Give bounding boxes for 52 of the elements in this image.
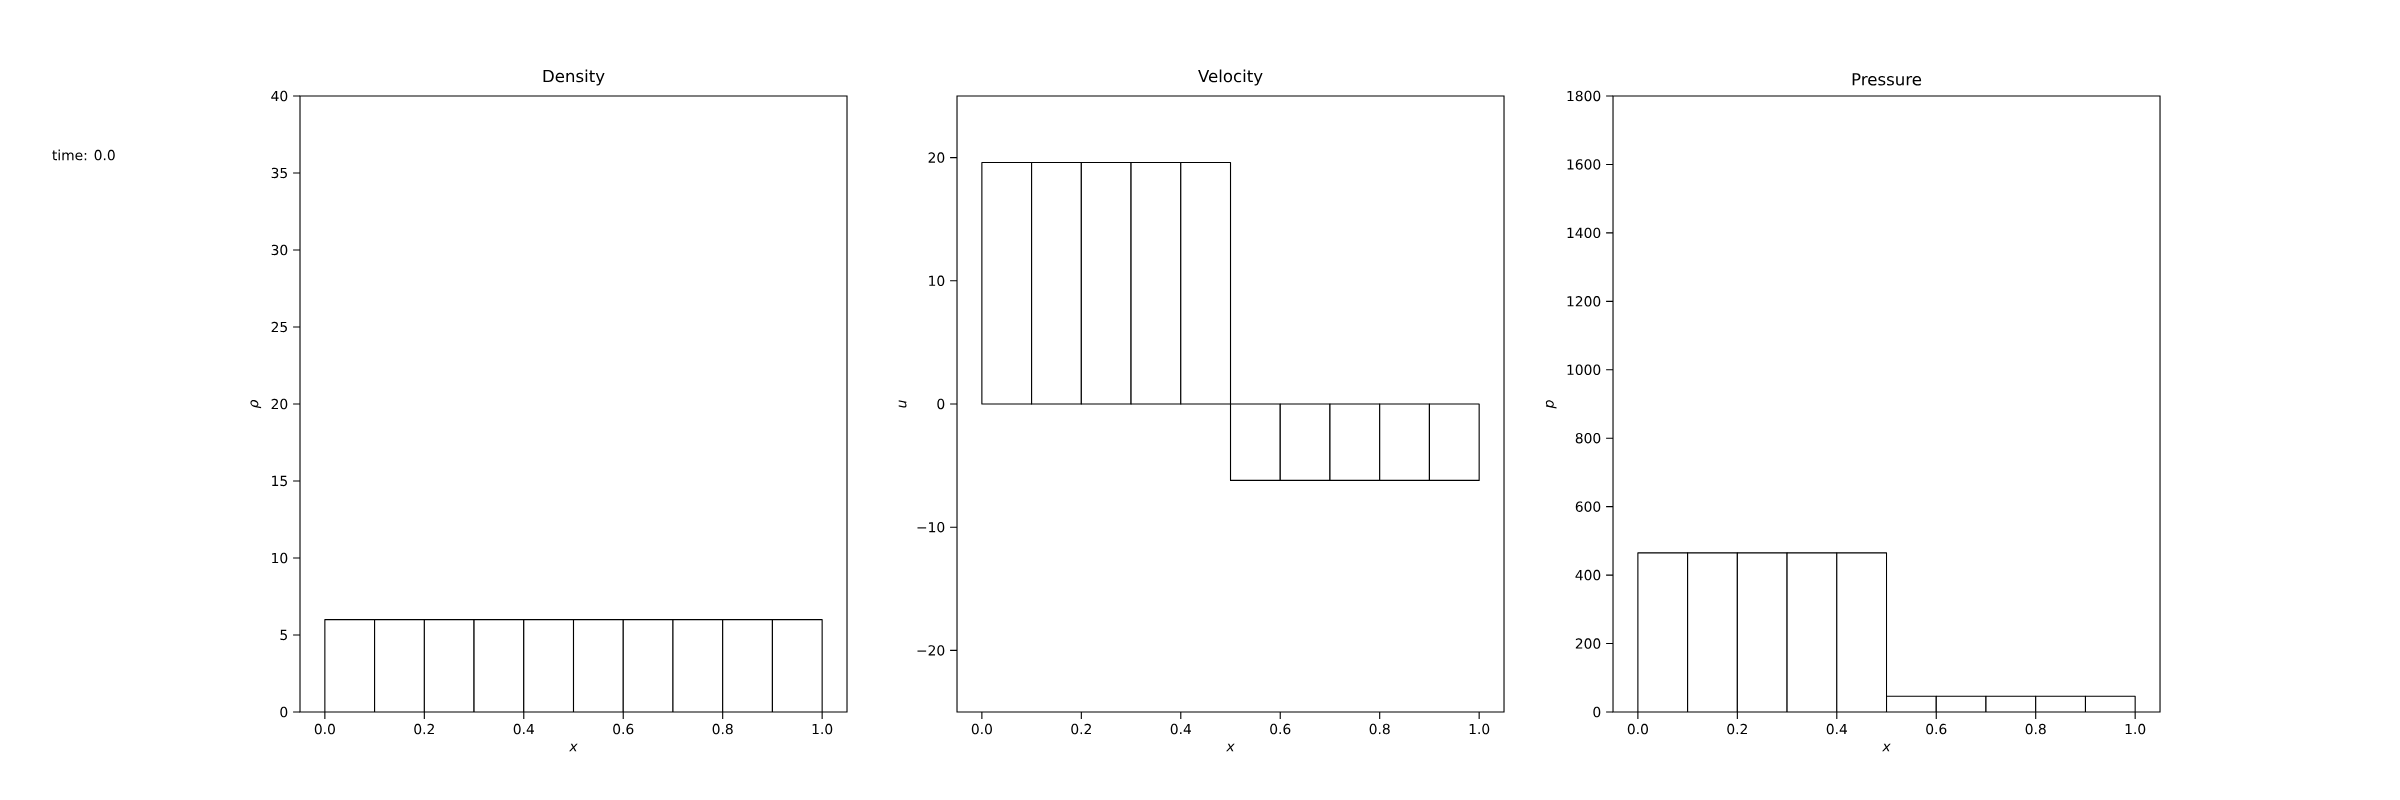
chart-title: Pressure <box>1852 73 1922 86</box>
y-tick-label: 400 <box>1575 569 1601 581</box>
chart-title: Density <box>543 69 605 86</box>
y-tick-label: 0 <box>1593 706 1601 718</box>
x-tick-label: 0.8 <box>2025 723 2046 735</box>
x-axis-title: x <box>1226 743 1235 752</box>
x-tick-label: 0.6 <box>1926 723 1947 735</box>
y-tick-label: 1000 <box>1567 364 1601 376</box>
y-tick-label: −20 <box>917 645 945 656</box>
y-tick-label: 20 <box>928 152 945 163</box>
y-axis-title: u <box>898 400 907 408</box>
y-tick-label: 10 <box>929 275 945 287</box>
y-tick-label: 0 <box>937 398 945 410</box>
x-tick-label: 0.8 <box>1369 723 1390 735</box>
y-tick-label: 10 <box>272 552 288 564</box>
x-tick-label: 1.0 <box>812 723 833 735</box>
y-tick-label: 0 <box>280 706 288 718</box>
x-tick-label: 0.8 <box>712 723 733 735</box>
y-tick-label: 20 <box>271 398 288 410</box>
y-tick-label: 1400 <box>1567 227 1601 239</box>
text: time: 0.0 <box>52 149 115 161</box>
x-tick-label: 0.0 <box>1627 723 1648 735</box>
x-tick-label: 0.4 <box>1826 723 1848 735</box>
y-tick-label: 1800 <box>1567 90 1601 102</box>
x-tick-label: 0.2 <box>414 723 434 735</box>
y-tick-label: 800 <box>1575 432 1601 444</box>
y-tick-label: 1200 <box>1567 296 1601 307</box>
x-tick-label: 0.6 <box>613 723 634 735</box>
y-axis-title: ρ <box>250 399 262 409</box>
chart-title: Velocity <box>1198 69 1263 86</box>
y-tick-label: 30 <box>271 244 288 256</box>
x-tick-label: 0.4 <box>1170 723 1192 735</box>
x-tick-label: 0.4 <box>513 723 535 735</box>
y-tick-label: 15 <box>272 475 287 487</box>
y-tick-label: −10 <box>917 521 945 533</box>
y-axis-title: p <box>1545 400 1557 409</box>
y-tick-label: 600 <box>1575 501 1601 512</box>
x-tick-label: 0.2 <box>1727 723 1747 735</box>
y-tick-label: 200 <box>1575 638 1601 649</box>
y-tick-label: 40 <box>271 90 288 102</box>
x-tick-label: 0.2 <box>1071 723 1091 735</box>
x-axis-title: x <box>569 743 578 752</box>
x-tick-label: 1.0 <box>2125 723 2146 735</box>
x-tick-label: 1.0 <box>1469 723 1490 735</box>
x-axis-title: x <box>1882 743 1891 752</box>
y-tick-label: 1600 <box>1567 159 1601 170</box>
y-tick-label: 5 <box>280 629 287 641</box>
x-tick-label: 0.0 <box>971 723 992 735</box>
x-tick-label: 0.6 <box>1270 723 1291 735</box>
y-tick-label: 35 <box>271 167 287 179</box>
x-tick-label: 0.0 <box>314 723 335 735</box>
y-tick-label: 25 <box>271 321 287 333</box>
